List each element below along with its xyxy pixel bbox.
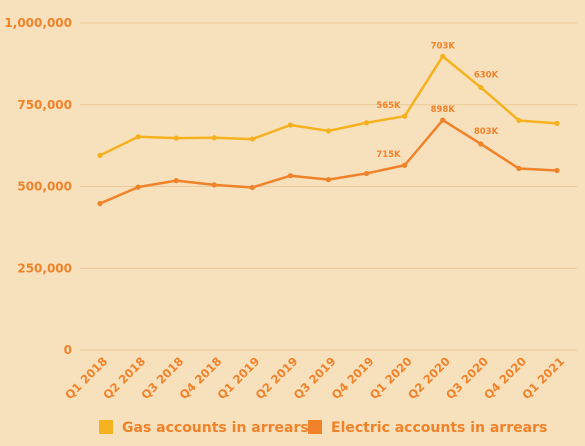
legend-label: Gas accounts in arrears <box>122 420 309 436</box>
data-label: 803K <box>474 127 499 137</box>
data-point <box>173 135 179 141</box>
y-tick-label: 0 <box>64 343 72 357</box>
data-label: 898K <box>431 105 456 115</box>
series-lines <box>97 53 560 207</box>
data-point <box>478 141 484 147</box>
legend-swatch <box>308 420 322 434</box>
data-labels: 565K 703K 630K 715K 898K 803K <box>376 41 498 160</box>
data-point <box>363 170 370 177</box>
data-point <box>554 167 560 174</box>
data-point <box>440 53 446 59</box>
data-point <box>440 117 446 123</box>
data-point <box>516 165 522 172</box>
y-tick-label: 500,000 <box>17 180 72 194</box>
x-tick-label: Q1 2021 <box>519 354 567 402</box>
data-point <box>478 84 484 91</box>
data-point <box>173 178 179 184</box>
data-point <box>325 177 332 183</box>
data-label: 703K <box>431 41 456 51</box>
data-point <box>287 122 294 128</box>
data-point <box>287 173 294 179</box>
y-tick-label: 1,000,000 <box>4 16 72 30</box>
data-point <box>363 120 370 126</box>
data-point <box>135 184 141 190</box>
legend: Gas accounts in arrears Electric accounts… <box>99 420 547 436</box>
data-point <box>516 117 522 124</box>
data-point <box>402 113 408 119</box>
data-point <box>97 200 103 207</box>
y-tick-label: 250,000 <box>17 261 72 275</box>
data-label: 715K <box>376 150 401 160</box>
data-point <box>211 182 217 188</box>
data-point <box>325 128 332 134</box>
data-point <box>554 120 560 126</box>
gridlines <box>80 22 577 351</box>
data-label: 565K <box>376 101 401 111</box>
data-point <box>97 152 103 159</box>
data-point <box>211 135 217 141</box>
data-point <box>249 136 255 142</box>
y-tick-label: 750,000 <box>17 98 72 112</box>
legend-label: Electric accounts in arrears <box>331 420 547 436</box>
data-point <box>135 134 141 140</box>
data-label: 630K <box>474 70 499 80</box>
data-point <box>402 162 408 168</box>
y-axis-ticks: 0 250,000 500,000 750,000 1,000,000 <box>4 16 72 357</box>
legend-swatch <box>99 420 113 434</box>
data-point <box>249 184 255 191</box>
